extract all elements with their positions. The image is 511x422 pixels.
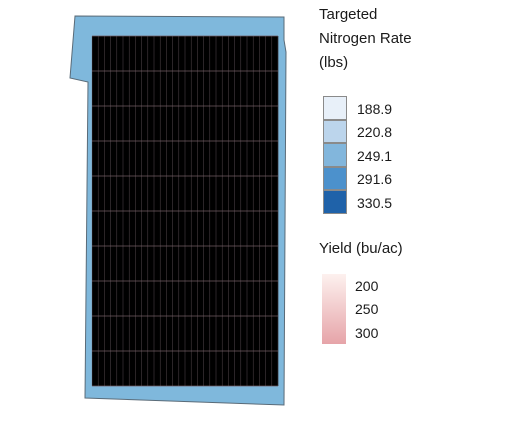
nitrogen-swatch-291-6 — [323, 167, 347, 190]
yield-legend-title: Yield (bu/ac) — [319, 240, 403, 257]
nitrogen-swatch-249-1 — [323, 143, 347, 167]
nitrogen-swatch-188-9 — [323, 96, 347, 120]
yield-gradient-bar — [322, 274, 346, 344]
nitrogen-legend-title-line-3: (lbs) — [319, 54, 349, 71]
nitrogen-label-220-8: 220.8 — [357, 124, 393, 140]
yield-label-200: 200 — [355, 278, 379, 294]
nitrogen-swatch-330-5 — [323, 190, 347, 214]
nitrogen-legend-title-line-1: Targeted — [319, 6, 378, 23]
nitrogen-label-249-1: 249.1 — [357, 148, 393, 164]
yield-label-250: 250 — [355, 301, 379, 317]
yield-label-300: 300 — [355, 325, 379, 341]
nitrogen-label-188-9: 188.9 — [357, 101, 393, 117]
nitrogen-swatch-220-8 — [323, 120, 347, 143]
nitrogen-legend-title-line-2: Nitrogen Rate — [319, 30, 412, 47]
plot-grid-lines — [91, 35, 279, 387]
nitrogen-label-291-6: 291.6 — [357, 171, 393, 187]
nitrogen-label-330-5: 330.5 — [357, 195, 393, 211]
